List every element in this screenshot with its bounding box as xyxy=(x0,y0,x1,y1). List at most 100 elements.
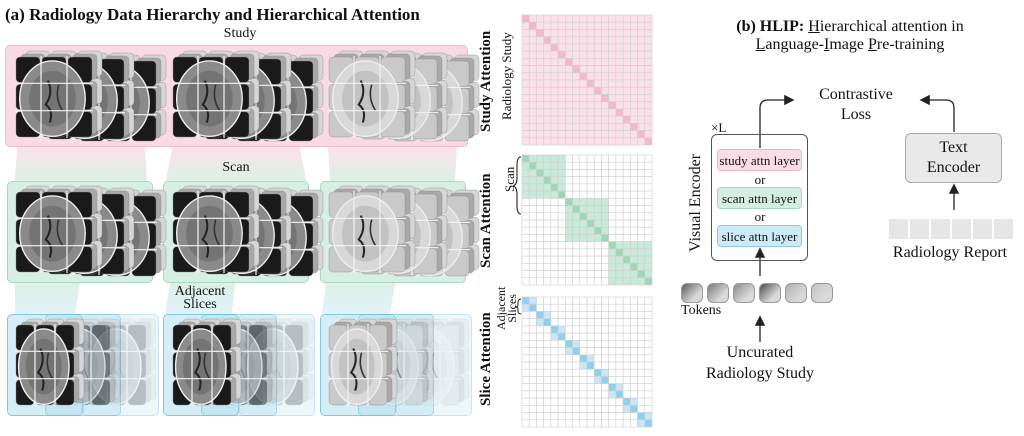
attention-cell xyxy=(630,169,638,177)
attention-cell xyxy=(608,183,617,192)
attention-cell xyxy=(550,248,559,257)
attention-cell xyxy=(565,161,573,170)
attention-cell xyxy=(557,94,566,102)
attention-cell xyxy=(543,419,552,428)
token xyxy=(681,283,703,303)
attention-cell xyxy=(615,397,624,406)
attention-cell xyxy=(572,94,581,102)
attention-cell xyxy=(586,21,595,30)
attention-cell xyxy=(521,14,530,23)
attention-cell xyxy=(586,347,595,356)
connector-study-scan-3 xyxy=(328,147,457,181)
attention-cell xyxy=(601,303,609,312)
attention-cell xyxy=(615,277,624,286)
attention-cell xyxy=(521,29,530,37)
attention-matrices xyxy=(512,14,653,428)
attention-cell xyxy=(572,255,581,264)
attention-cell xyxy=(586,270,595,279)
adjacent-label: Adjacent xyxy=(174,284,226,299)
attention-cell xyxy=(543,397,552,406)
attention-cell xyxy=(601,154,609,163)
attention-cell xyxy=(601,183,609,192)
attention-cell xyxy=(565,79,573,88)
attention-cell xyxy=(536,58,544,66)
attention-cell xyxy=(608,226,617,235)
attention-cell xyxy=(608,241,617,250)
attention-cell xyxy=(521,255,530,264)
attention-cell xyxy=(644,154,653,163)
attention-cell xyxy=(637,219,646,228)
attention-cell xyxy=(579,354,588,363)
attention-cell xyxy=(593,255,602,264)
attention-cell xyxy=(536,130,544,139)
attention-cell xyxy=(550,29,559,37)
attention-cell xyxy=(579,234,588,242)
attention-cell xyxy=(601,198,609,206)
attention-cell xyxy=(644,205,653,214)
attention-cell xyxy=(601,270,609,279)
attention-cell xyxy=(521,123,530,131)
attention-cell xyxy=(615,94,624,102)
attention-cell xyxy=(644,198,653,206)
attention-cell xyxy=(644,94,653,102)
attention-cell xyxy=(601,412,609,421)
attention-cell xyxy=(644,241,653,250)
attention-cell xyxy=(593,419,602,428)
attention-cell xyxy=(536,234,544,242)
attention-cell xyxy=(601,226,609,235)
attention-cell xyxy=(644,183,653,192)
attention-cell xyxy=(637,332,646,341)
attention-cell xyxy=(608,137,617,146)
attention-cell xyxy=(593,86,602,95)
attention-cell xyxy=(593,58,602,66)
attention-cell xyxy=(586,154,595,163)
attention-cell xyxy=(572,108,581,117)
attention-cell xyxy=(637,241,646,250)
attention-cell xyxy=(615,219,624,228)
attention-cell xyxy=(615,318,624,327)
attention-cell xyxy=(550,198,559,206)
attention-cell xyxy=(644,43,653,52)
attention-cell xyxy=(550,361,559,370)
attention-cell xyxy=(543,198,552,206)
title-line2-a: anguage- xyxy=(765,36,824,53)
attention-cell xyxy=(550,130,559,139)
attention-cell xyxy=(622,161,631,170)
attention-cell xyxy=(550,368,559,377)
attention-cell xyxy=(630,137,638,146)
attention-cell xyxy=(579,161,588,170)
attention-cell xyxy=(615,29,624,37)
attention-cell xyxy=(630,36,638,45)
attention-cell xyxy=(637,154,646,163)
attention-cell xyxy=(536,361,544,370)
attention-cell xyxy=(593,332,602,341)
attention-cell xyxy=(615,14,624,23)
attention-cell xyxy=(579,303,588,312)
attention-cell xyxy=(565,115,573,124)
attention-cell xyxy=(557,72,566,81)
attention-cell xyxy=(521,101,530,110)
attention-cell xyxy=(601,86,609,95)
attention-cell xyxy=(536,311,544,319)
attention-cell xyxy=(586,234,595,242)
attention-cell xyxy=(608,332,617,341)
attention-cell xyxy=(586,183,595,192)
attention-cell xyxy=(543,263,552,271)
attention-cell xyxy=(601,58,609,66)
attention-cell xyxy=(550,311,559,319)
attention-cell xyxy=(543,176,552,185)
attention-cell xyxy=(521,58,530,66)
attention-cell xyxy=(536,161,544,170)
attention-cell xyxy=(630,198,638,206)
attention-cell xyxy=(572,270,581,279)
attention-cell xyxy=(586,419,595,428)
panel-a-title: (a) Radiology Data Hierarchy and Hierarc… xyxy=(5,5,420,24)
panel-b-title-bold: (b) HLIP: xyxy=(736,18,805,35)
attention-cell xyxy=(565,50,573,59)
attention-cell xyxy=(557,212,566,221)
attention-cell xyxy=(528,248,537,257)
attention-cell xyxy=(622,21,631,30)
attention-cell xyxy=(572,241,581,250)
attention-cell xyxy=(637,397,646,406)
attention-cell xyxy=(565,130,573,139)
